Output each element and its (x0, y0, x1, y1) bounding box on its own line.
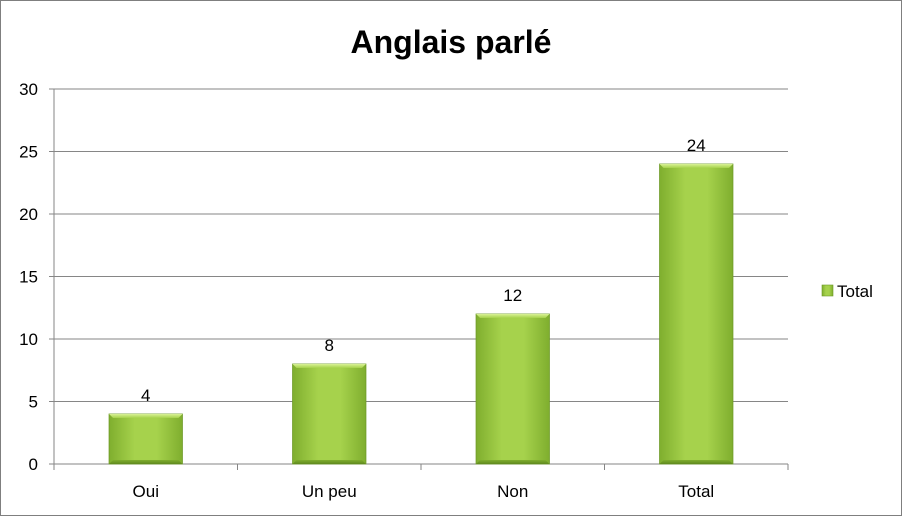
legend-label: Total (837, 282, 873, 301)
data-labels: 4 8 12 24 (141, 136, 706, 405)
bar-bevel-top (292, 364, 366, 368)
bar-bevel-bottom (476, 460, 550, 464)
bar-un-peu (292, 363, 367, 465)
y-tick-label: 5 (29, 393, 38, 412)
legend-swatch (821, 284, 834, 297)
x-tick-label: Non (497, 482, 528, 501)
bar-total (659, 163, 734, 465)
y-tick-label: 25 (19, 143, 38, 162)
bar-bevel-top (476, 314, 550, 318)
bar-bevel-bottom (109, 460, 183, 464)
bar-body (659, 163, 734, 465)
x-axis-ticks: Oui Un peu Non Total (133, 482, 715, 501)
y-tick-label: 0 (29, 455, 38, 474)
y-tick-label: 30 (19, 80, 38, 99)
bar-bevel-top (659, 164, 733, 168)
data-label: 4 (141, 386, 150, 405)
y-axis-ticks: 0 5 10 15 20 25 30 (19, 80, 38, 474)
x-tick-label: Total (678, 482, 714, 501)
y-tick-label: 10 (19, 330, 38, 349)
bar-non (475, 313, 550, 465)
x-tick-label: Oui (133, 482, 159, 501)
bar-bevel-bottom (659, 460, 733, 464)
y-tick-label: 15 (19, 268, 38, 287)
bar-body (108, 413, 183, 465)
y-tick-label: 20 (19, 205, 38, 224)
bar-bevel-bottom (292, 460, 366, 464)
chart-title: Anglais parlé (351, 24, 552, 60)
bar-oui (108, 413, 183, 465)
bar-body (475, 313, 550, 465)
data-label: 24 (687, 136, 706, 155)
legend: Total (821, 282, 873, 301)
bars (108, 163, 734, 465)
x-tick-label: Un peu (302, 482, 357, 501)
data-label: 12 (503, 286, 522, 305)
data-label: 8 (325, 336, 334, 355)
bar-body (292, 363, 367, 465)
bar-bevel-top (109, 414, 183, 418)
